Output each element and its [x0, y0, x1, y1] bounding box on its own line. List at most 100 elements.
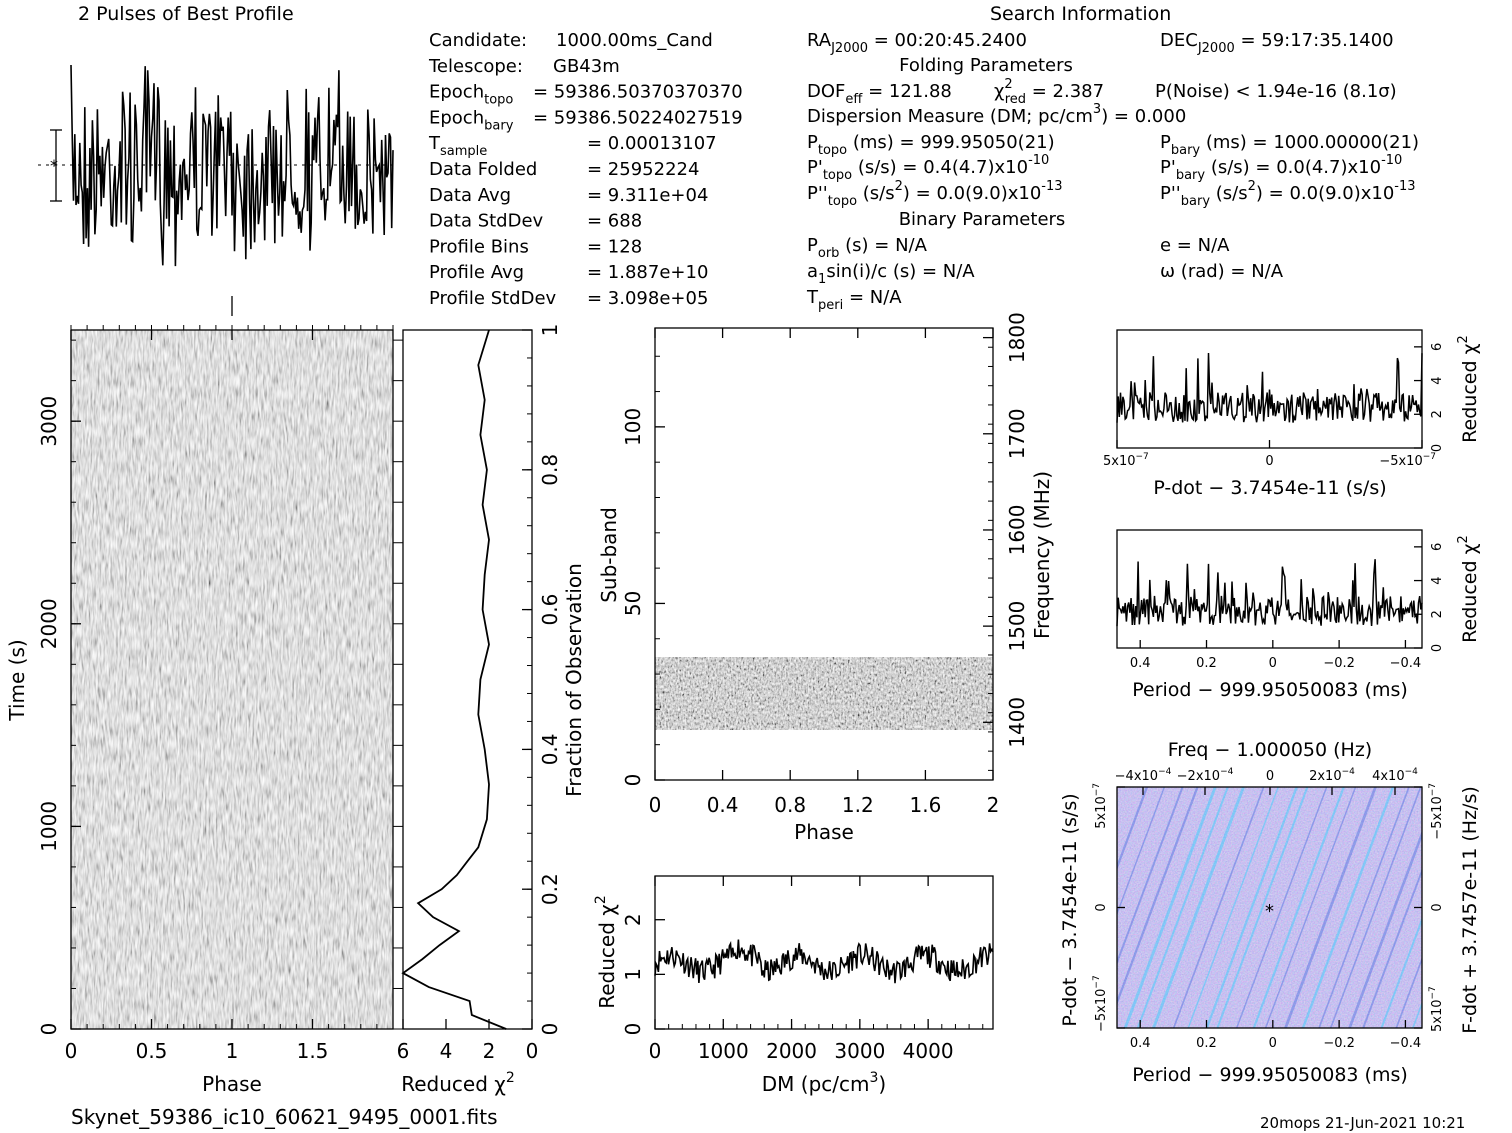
time-phase-xlabel: Phase [202, 1072, 262, 1096]
profile-title: 2 Pulses of Best Profile [78, 3, 294, 25]
time-chi-xtick: 6 [397, 1039, 410, 1063]
time-chi-ytick: 0.8 [538, 454, 562, 486]
e-value: e = N/A [1160, 235, 1230, 256]
period-trace [1116, 559, 1423, 627]
ppdot-ytick: −5x10−7 [1092, 975, 1109, 1032]
time-phase-ytick: 0 [37, 1023, 61, 1036]
subband-ytick: 50 [621, 591, 645, 616]
ppdot-title: Freq − 1.000050 (Hz) [1168, 739, 1372, 761]
dm-ytick: 2 [621, 913, 645, 926]
ppdot-image [1117, 787, 1422, 1028]
dm-ytick: 0 [621, 1023, 645, 1036]
a1-value: a1sin(i)/c (s) = N/A [807, 261, 975, 287]
time-chi-xtick: 0 [526, 1039, 539, 1063]
pnoise-value: P(Noise) < 1.94e-16 (8.1σ) [1155, 81, 1397, 102]
dm-frame [654, 875, 994, 1030]
dm-xtick: 2000 [766, 1039, 817, 1063]
period-xtick: −0.2 [1323, 656, 1355, 671]
time-chi-ytick: 0.6 [538, 594, 562, 626]
subband-ytick: 0 [621, 774, 645, 787]
candidate-info-row: Candidate: [429, 30, 527, 51]
time-chi-frame [402, 329, 533, 1030]
footer-filename: Skynet_59386_ic10_60621_9495_0001.fits [71, 1105, 497, 1129]
period-xlabel: Period − 999.95050083 (ms) [1132, 679, 1408, 701]
pdot-ylabel: Reduced χ2 [1456, 335, 1481, 443]
ppdot-panel: * 0.4 0.2 0 −0.2 −0.4 −4x10−4 −2x10−4 0 2x10−4 4x… [1059, 739, 1481, 1086]
dm-xtick: 4000 [903, 1039, 954, 1063]
dm-ylabel-sup: 2 [593, 895, 609, 904]
candidate-info-row: Epochtopo [429, 82, 513, 108]
chi-panel-ytick: 0 [1430, 644, 1445, 652]
time-chi-xlabel: Reduced χ2 [401, 1070, 515, 1096]
subband-y2tick: 1400 [1005, 697, 1029, 748]
ppdot-best-marker: * [1265, 901, 1274, 922]
candidate-info-value: = 688 [587, 211, 642, 232]
chi-panel-ytick: 2 [1430, 610, 1445, 618]
ppdot-stripes [1117, 787, 1422, 1028]
chi-panel-ytick: 4 [1430, 576, 1445, 584]
chi-panel-ytick: 0 [1430, 444, 1445, 452]
subband-y2tick: 1800 [1005, 312, 1029, 363]
candidate-info-value: = 0.00013107 [587, 133, 717, 154]
ppdot-toptick: 2x10−4 [1309, 767, 1355, 784]
candidate-info-row: Data Folded [429, 159, 537, 180]
time-phase-ytick: 2000 [37, 598, 61, 649]
ppdot-xtick: 0.4 [1130, 1036, 1151, 1051]
dm-xtick: 0 [649, 1039, 662, 1063]
time-chi-ytick: 0.4 [538, 733, 562, 765]
candidate-info-value: = 1.887e+10 [587, 262, 708, 283]
subband-y2tick: 1600 [1005, 505, 1029, 556]
pbary-value: Pbary (ms) = 1000.00000(21) [1160, 132, 1419, 158]
dm-ytick: 1 [621, 968, 645, 981]
dm-trace [654, 939, 994, 984]
profile-panel: * [38, 64, 395, 267]
candidate-info-value: GB43m [553, 56, 620, 77]
ppdot-y2label: F-dot + 3.7457e-11 (Hz/s) [1459, 786, 1481, 1034]
time-phase-panel: 0 0.5 1 1.5 0 1000 2000 3000 Phase Time (s) [5, 296, 394, 1096]
dm-panel: 0 1000 2000 3000 4000 0 1 2 DM (pc/cm3) Reduced… [593, 875, 994, 1096]
subband-frame [654, 327, 994, 781]
pdtopo-value: P'topo (s/s) = 0.4(4.7)x10-10 [807, 153, 1049, 183]
pdot-xtick: 0 [1265, 454, 1273, 469]
porb-value: Porb (s) = N/A [807, 235, 928, 261]
candidate-info-value: = 59386.50224027519 [533, 107, 743, 128]
ppdot-xlabel: Period − 999.95050083 (ms) [1132, 1064, 1408, 1086]
period-frame [1116, 529, 1423, 649]
time-chi-panel: 6 4 2 000.20.40.60.81 Reduced χ2 Fraction o… [393, 324, 586, 1096]
time-chi-xtick: 4 [440, 1039, 453, 1063]
dm-xlabel-sup: 3 [870, 1070, 879, 1086]
chi-panel-ytick: 4 [1430, 376, 1445, 384]
omega-value: ω (rad) = N/A [1160, 261, 1284, 282]
ppdot-xtick: −0.4 [1390, 1036, 1422, 1051]
period-ylabel-sup: 2 [1456, 535, 1471, 543]
pddtopo-value: P''topo (s/s2) = 0.0(9.0)x10-13 [807, 179, 1063, 209]
ppdot-toptick: 4x10−4 [1372, 767, 1418, 784]
ppdot-ytick: 5x10−7 [1092, 783, 1109, 829]
folding-title: Folding Parameters [899, 55, 1073, 76]
time-phase-ytick: 3000 [37, 396, 61, 447]
subband-ytick: 100 [621, 408, 645, 446]
time-chi-ytick: 1 [538, 324, 562, 337]
time-phase-ticks: 0 0.5 1 1.5 0 1000 2000 3000 [37, 296, 394, 1063]
subband-ticks: 0 0.4 0.8 1.2 1.6 2 0 50 100 1400 1500 1600 1700 1800 [621, 312, 1029, 817]
pdot-xlabel: P-dot − 3.7454e-11 (s/s) [1153, 477, 1386, 499]
period-ticks: 0 2 4 6 0.4 0.2 0 −0.2 −0.4 [1130, 543, 1445, 671]
ppdot-xtick: 0 [1269, 1036, 1277, 1051]
time-chi-ylabel: Fraction of Observation [562, 563, 586, 797]
subband-xtick: 0 [649, 793, 662, 817]
candidate-info-value: = 59386.50370370370 [533, 82, 743, 103]
subband-xtick: 0.4 [707, 793, 739, 817]
time-chi-trace [401, 329, 507, 1030]
subband-xtick: 0.8 [774, 793, 806, 817]
ppdot-ticks: 0.4 0.2 0 −0.2 −0.4 −4x10−4 −2x10−4 0 2x10−4 4x10… [1092, 767, 1445, 1051]
chi2-value: χ2 red = 2.387 [994, 77, 1104, 107]
period-ylabel: Reduced χ2 [1456, 535, 1481, 643]
subband-image [655, 657, 993, 730]
dm-xlabel: DM (pc/cm3) [762, 1070, 886, 1096]
candidate-info: Candidate: 1000.00ms_Cand Telescope: GB43m E… [428, 30, 743, 309]
ppdot-y2tick: 0 [1430, 903, 1445, 911]
time-phase-ylabel: Time (s) [5, 639, 29, 721]
ppdot-y2tick: −5x10−7 [1428, 783, 1445, 840]
ptopo-value: Ptopo (ms) = 999.95050(21) [807, 132, 1055, 158]
period-xtick: −0.4 [1390, 656, 1422, 671]
